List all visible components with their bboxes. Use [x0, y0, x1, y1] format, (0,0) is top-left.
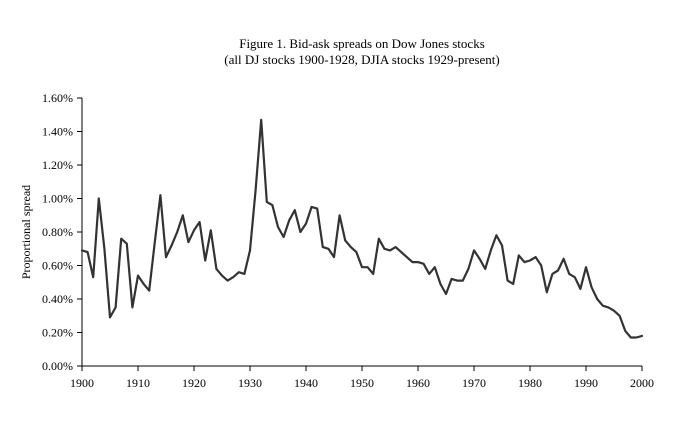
- y-tick-label: 1.00%: [42, 192, 73, 206]
- series-line: [80, 118, 644, 339]
- chart-title-block: Figure 1. Bid-ask spreads on Dow Jones s…: [82, 36, 642, 68]
- y-tick-label: 0.40%: [42, 292, 73, 306]
- y-tick-label: 1.40%: [42, 125, 73, 139]
- x-tick-label: 1930: [238, 376, 262, 390]
- x-axis-ticks: 1900 1910 1920 1930 1940 1950 1960 1970 1980 1990…: [70, 366, 654, 390]
- y-tick-label: 1.60%: [42, 91, 73, 105]
- chart-subtitle: (all DJ stocks 1900-1928, DJIA stocks 19…: [224, 52, 500, 67]
- x-tick-label: 1940: [294, 376, 318, 390]
- y-tick-label: 1.20%: [42, 158, 73, 172]
- chart-axes: [81, 98, 642, 367]
- x-tick-label: 1910: [126, 376, 150, 390]
- x-tick-label: 1960: [406, 376, 430, 390]
- y-axis-label: Proportional spread: [19, 185, 33, 279]
- y-tick-label: 0.20%: [42, 326, 73, 340]
- y-tick-label: 0.80%: [42, 225, 73, 239]
- series-group: [80, 118, 644, 339]
- x-tick-label: 1980: [518, 376, 542, 390]
- x-tick-label: 1970: [462, 376, 486, 390]
- x-tick-label: 1950: [350, 376, 374, 390]
- y-tick-label: 0.00%: [42, 359, 73, 373]
- x-tick-label: 2000: [630, 376, 654, 390]
- chart-title: Figure 1. Bid-ask spreads on Dow Jones s…: [239, 36, 485, 51]
- x-tick-label: 1990: [574, 376, 598, 390]
- y-axis-ticks: 0.00% 0.20% 0.40% 0.60% 0.80% 1.00% 1.20% 1.40%…: [42, 91, 82, 373]
- x-tick-label: 1900: [70, 376, 94, 390]
- y-tick-label: 0.60%: [42, 259, 73, 273]
- x-tick-label: 1920: [182, 376, 206, 390]
